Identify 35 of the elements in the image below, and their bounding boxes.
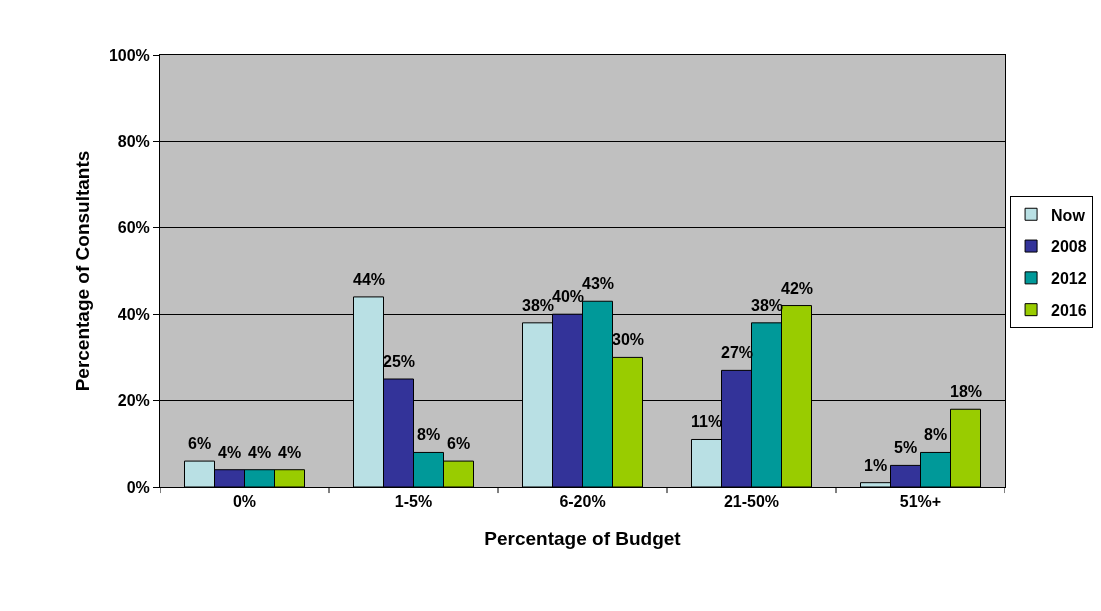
data-label: 40% <box>552 288 585 305</box>
y-tick-label: 60% <box>117 219 150 237</box>
y-tick-label: 80% <box>117 133 150 150</box>
data-label: 44% <box>353 271 386 288</box>
data-label: 30% <box>612 331 645 348</box>
x-tick-label: 1-5% <box>394 493 433 511</box>
data-label: 8% <box>924 426 948 443</box>
y-axis-title: Percentage of Consultants <box>71 150 93 392</box>
data-label: 1% <box>864 457 888 474</box>
data-label: 4% <box>248 444 272 461</box>
x-axis-title: Percentage of Budget <box>484 528 682 549</box>
data-label: 25% <box>383 353 416 370</box>
data-label: 43% <box>582 275 615 292</box>
x-tick-label: 21-50% <box>723 493 780 511</box>
legend-label: 2016 <box>1051 301 1087 319</box>
data-label: 4% <box>278 444 302 461</box>
x-tick-label: 51%+ <box>899 493 942 511</box>
data-label: 8% <box>417 426 441 443</box>
data-label: 4% <box>218 444 242 461</box>
data-label: 42% <box>781 280 814 297</box>
y-tick-label: 0% <box>126 478 150 496</box>
data-label: 5% <box>894 439 918 456</box>
data-label: 6% <box>447 435 471 452</box>
x-tick-label: 0% <box>232 493 257 511</box>
x-tick-label: 6-20% <box>559 493 606 511</box>
data-label: 38% <box>751 297 784 314</box>
data-label: 11% <box>691 413 723 430</box>
y-tick-label: 20% <box>117 392 150 410</box>
y-tick-label: 100% <box>108 46 150 64</box>
legend-label: Now <box>1051 206 1086 224</box>
data-label: 6% <box>188 435 212 452</box>
y-tick-label: 40% <box>117 305 150 323</box>
data-label: 18% <box>950 383 983 400</box>
legend-label: 2008 <box>1051 238 1087 256</box>
legend-label: 2012 <box>1051 270 1087 288</box>
